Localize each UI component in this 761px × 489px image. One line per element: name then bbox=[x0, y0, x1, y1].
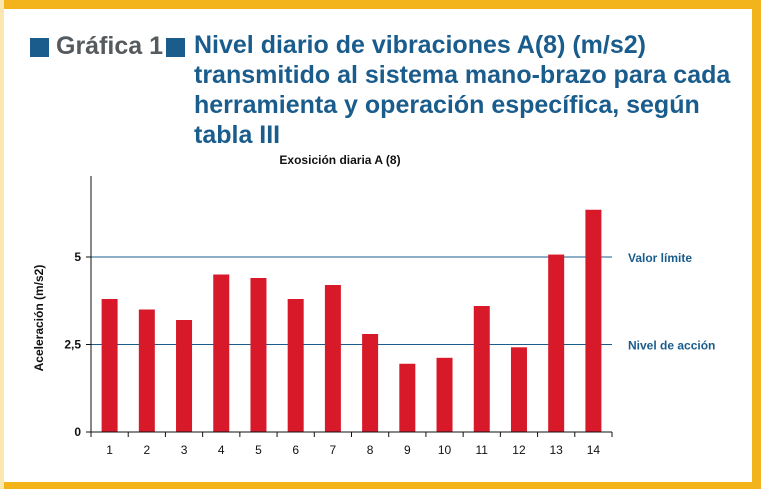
bar bbox=[436, 357, 453, 432]
bar bbox=[176, 320, 193, 432]
bar bbox=[213, 274, 230, 432]
bar bbox=[473, 306, 490, 432]
x-tick-label: 8 bbox=[367, 443, 374, 457]
y-tick-label: 5 bbox=[74, 250, 81, 264]
bar bbox=[324, 285, 341, 432]
bar bbox=[101, 299, 118, 432]
frame-border-right bbox=[752, 0, 761, 489]
x-tick-label: 12 bbox=[512, 443, 526, 457]
chart-title: Exosición diaria A (8) bbox=[279, 153, 400, 167]
y-tick-label: 0 bbox=[74, 425, 81, 439]
x-tick-label: 7 bbox=[330, 443, 337, 457]
heading-square-icon bbox=[166, 38, 185, 57]
frame-border-left bbox=[0, 0, 4, 489]
x-tick-label: 5 bbox=[255, 443, 262, 457]
heading-square-icon bbox=[30, 38, 49, 57]
x-tick-label: 13 bbox=[549, 443, 563, 457]
y-axis-label: Aceleración (m/s2) bbox=[32, 265, 46, 372]
x-tick-label: 2 bbox=[143, 443, 150, 457]
frame-border-bottom bbox=[0, 482, 761, 489]
x-tick-label: 10 bbox=[438, 443, 452, 457]
bar bbox=[399, 363, 416, 432]
figure-title: Nivel diario de vibraciones A(8) (m/s2) … bbox=[194, 31, 731, 149]
x-tick-label: 4 bbox=[218, 443, 225, 457]
figure-label: Gráfica 1 bbox=[56, 32, 164, 60]
bar bbox=[250, 278, 267, 432]
bar bbox=[510, 347, 527, 432]
y-tick-label: 2,5 bbox=[64, 338, 81, 352]
bar bbox=[138, 309, 155, 432]
x-tick-label: 14 bbox=[587, 443, 601, 457]
reference-line-label: Valor límite bbox=[628, 251, 692, 265]
x-tick-label: 1 bbox=[106, 443, 113, 457]
x-tick-label: 6 bbox=[292, 443, 299, 457]
bar bbox=[585, 209, 602, 432]
bar bbox=[548, 254, 565, 432]
reference-line-label: Nivel de acción bbox=[628, 339, 715, 353]
x-tick-label: 3 bbox=[181, 443, 188, 457]
x-tick-label: 11 bbox=[476, 443, 489, 457]
x-tick-label: 9 bbox=[404, 443, 411, 457]
bar bbox=[287, 299, 304, 432]
frame-border-top bbox=[0, 0, 761, 9]
bar bbox=[362, 334, 379, 432]
